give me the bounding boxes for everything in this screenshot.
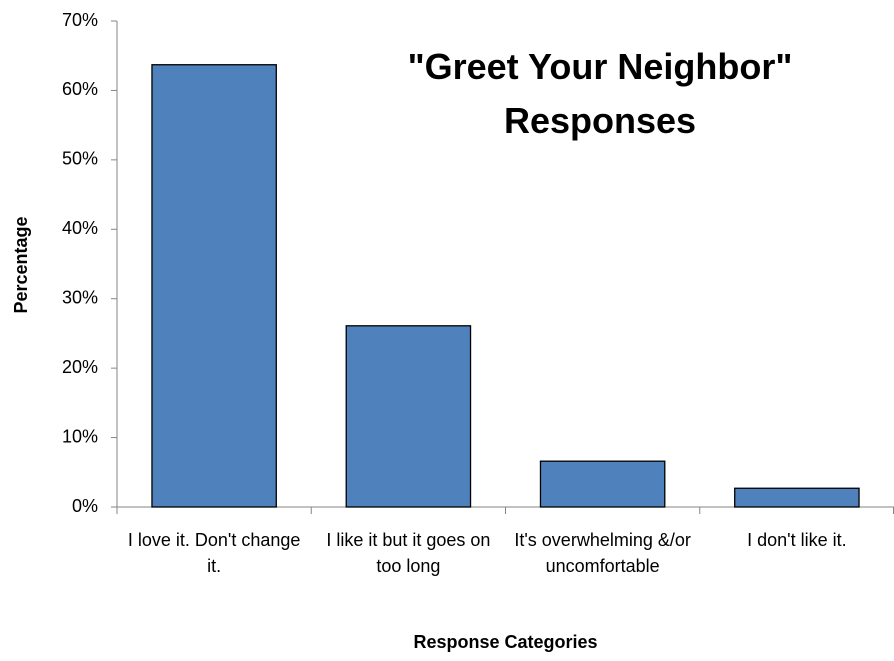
y-tick-label: 30% [62,287,98,307]
y-tick-label: 10% [62,426,98,446]
y-tick-label: 60% [62,79,98,99]
y-tick-label: 70% [62,10,98,30]
y-axis-label: Percentage [11,216,31,313]
bar [345,325,472,508]
y-tick-label: 20% [62,357,98,377]
x-tick-label: I like it but it goes on too long [326,530,491,576]
x-axis-label: Response Categories [413,632,598,652]
bar [151,64,277,508]
chart-title: "Greet Your Neighbor" Responses [407,46,793,141]
x-tick-label: I love it. Don't change it. [127,530,301,576]
y-tick-label: 0% [72,496,98,516]
x-tick-label: I don't like it. [747,530,847,550]
x-tick-label: It's overwhelming &/or uncomfortable [514,530,691,576]
y-tick-label: 50% [62,149,98,169]
y-tick-label: 40% [62,218,98,238]
bar [734,487,860,508]
bar [539,460,666,508]
